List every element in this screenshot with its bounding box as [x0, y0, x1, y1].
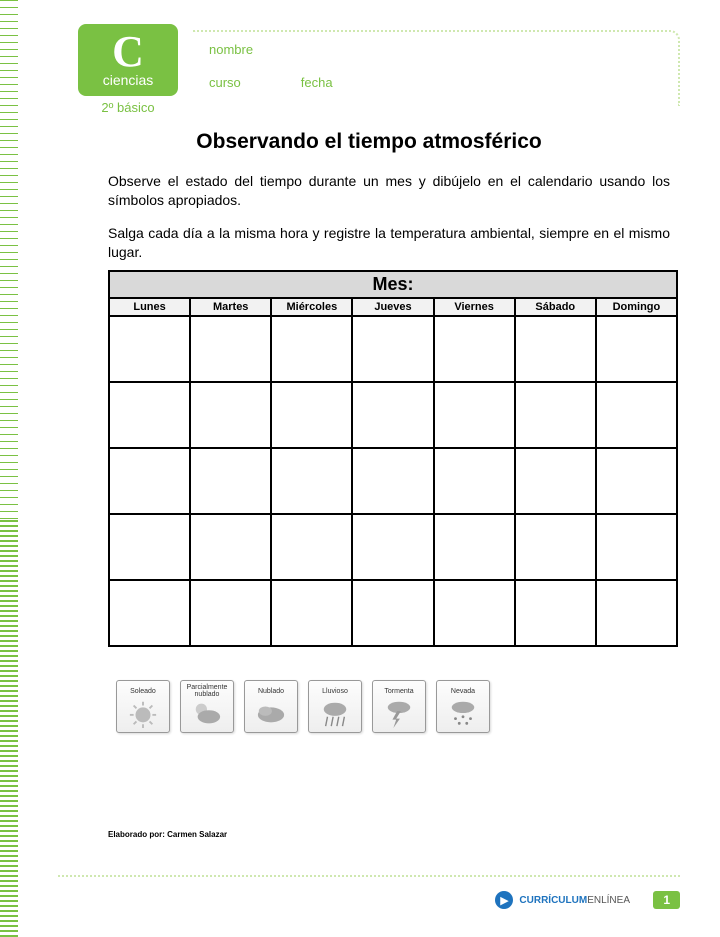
calendar-row — [109, 316, 677, 382]
credit-line: Elaborado por: Carmen Salazar — [108, 830, 227, 839]
calendar-cell — [352, 580, 433, 646]
symbol-label: Tormenta — [375, 684, 423, 698]
sun-icon — [124, 698, 162, 728]
day-header-row: Lunes Martes Miércoles Jueves Viernes Sá… — [109, 298, 677, 316]
brand-prefix: CURRÍCULUM — [519, 895, 587, 906]
calendar-row — [109, 382, 677, 448]
calendar-cell — [515, 448, 596, 514]
course-label: curso — [209, 75, 241, 90]
footer-divider — [58, 875, 680, 877]
symbol-label: Soleado — [119, 684, 167, 698]
calendar-cell — [596, 514, 677, 580]
calendar-cell — [434, 514, 515, 580]
calendar-cell — [190, 514, 271, 580]
name-label: nombre — [209, 42, 253, 57]
symbol-parcial: Parcialmente nublado — [180, 680, 234, 733]
footer-brand: ▶ CURRÍCULUMENLÍNEA — [495, 891, 630, 909]
day-miercoles: Miércoles — [271, 298, 352, 316]
symbol-label: Nevada — [439, 684, 487, 698]
calendar-cell — [109, 580, 190, 646]
calendar-cell — [515, 382, 596, 448]
date-label: fecha — [301, 75, 333, 90]
calendar-cell — [271, 316, 352, 382]
symbol-soleado: Soleado — [116, 680, 170, 733]
calendar-row — [109, 448, 677, 514]
cloudy-icon — [252, 698, 290, 728]
calendar-cell — [515, 580, 596, 646]
page-number: 1 — [653, 891, 680, 909]
weather-symbols-row: Soleado Parcialmente nublado Nublado — [116, 680, 490, 733]
symbol-tormenta: Tormenta — [372, 680, 426, 733]
rain-icon — [316, 698, 354, 728]
symbol-label: Nublado — [247, 684, 295, 698]
calendar-cell — [596, 316, 677, 382]
instruction-2: Salga cada día a la misma hora y registr… — [108, 224, 670, 262]
snow-icon — [444, 698, 482, 728]
calendar-cell — [352, 316, 433, 382]
brand-play-icon: ▶ — [495, 891, 513, 909]
calendar-row — [109, 514, 677, 580]
header-fields: nombre curso fecha — [193, 30, 680, 106]
month-header: Mes: — [109, 271, 677, 298]
calendar-cell — [515, 514, 596, 580]
calendar-cell — [109, 382, 190, 448]
calendar-cell — [596, 382, 677, 448]
day-viernes: Viernes — [434, 298, 515, 316]
instructions-block: Observe el estado del tiempo durante un … — [108, 172, 670, 276]
calendar-cell — [352, 448, 433, 514]
calendar-row — [109, 580, 677, 646]
badge-grade: 2º básico — [78, 100, 178, 115]
badge-letter: C — [78, 30, 178, 74]
badge-top: C ciencias — [78, 24, 178, 96]
calendar-cell — [271, 382, 352, 448]
calendar-cell — [434, 448, 515, 514]
brand-text: CURRÍCULUMENLÍNEA — [519, 895, 630, 906]
symbol-label: Lluvioso — [311, 684, 359, 698]
calendar-cell — [596, 448, 677, 514]
day-sabado: Sábado — [515, 298, 596, 316]
day-jueves: Jueves — [352, 298, 433, 316]
instruction-1: Observe el estado del tiempo durante un … — [108, 172, 670, 210]
calendar-cell — [434, 580, 515, 646]
day-lunes: Lunes — [109, 298, 190, 316]
symbol-nevada: Nevada — [436, 680, 490, 733]
symbol-label: Parcialmente nublado — [183, 684, 231, 698]
calendar-cell — [271, 514, 352, 580]
day-domingo: Domingo — [596, 298, 677, 316]
badge-subject: ciencias — [78, 72, 178, 88]
calendar-cell — [190, 382, 271, 448]
binding-stripe — [0, 0, 18, 937]
calendar-cell — [596, 580, 677, 646]
subject-badge: C ciencias 2º básico — [78, 24, 178, 115]
calendar-cell — [271, 580, 352, 646]
calendar-cell — [109, 514, 190, 580]
calendar-cell — [434, 316, 515, 382]
calendar-cell — [109, 448, 190, 514]
symbol-nublado: Nublado — [244, 680, 298, 733]
storm-icon — [380, 698, 418, 728]
worksheet-page: C ciencias 2º básico nombre curso fecha … — [18, 0, 720, 937]
day-martes: Martes — [190, 298, 271, 316]
calendar-cell — [352, 382, 433, 448]
calendar-cell — [109, 316, 190, 382]
partly-cloudy-icon — [188, 698, 226, 728]
worksheet-title: Observando el tiempo atmosférico — [18, 130, 720, 154]
calendar-cell — [352, 514, 433, 580]
brand-suffix: ENLÍNEA — [587, 895, 630, 906]
calendar-cell — [190, 580, 271, 646]
calendar-cell — [190, 316, 271, 382]
calendar-cell — [515, 316, 596, 382]
calendar-table: Mes: Lunes Martes Miércoles Jueves Viern… — [108, 270, 678, 647]
calendar-cell — [271, 448, 352, 514]
calendar-cell — [434, 382, 515, 448]
symbol-lluvioso: Lluvioso — [308, 680, 362, 733]
calendar-cell — [190, 448, 271, 514]
